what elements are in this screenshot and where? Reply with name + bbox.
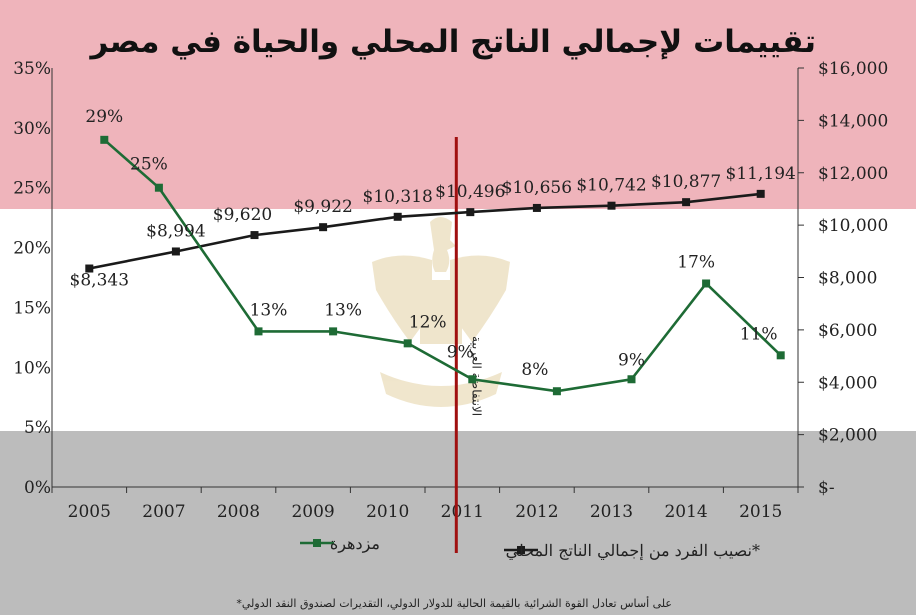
legend-gdp-label: نصيب الفرد من إجمالي الناتج المحلي* (506, 541, 760, 560)
gdp-per-capita-line (89, 192, 761, 270)
gdp-point (682, 198, 691, 207)
right-tick-label: $16,000 (818, 59, 888, 79)
left-tick-label: 5% (24, 418, 51, 438)
axes: 0% 5% 10% 15% 20% 25% 30% 35% $- $2,000 $4,000 $6,0… (13, 59, 888, 522)
prosperity-data-label: 12% (409, 312, 447, 332)
gdp-point (607, 201, 616, 210)
gdp-data-label: $9,620 (213, 205, 272, 225)
gdp-point (171, 247, 180, 256)
legend-prosperity-label: مزدهرة (330, 534, 380, 553)
x-tick-label: 2012 (515, 502, 558, 522)
prosperity-point (154, 183, 163, 192)
right-tick-label: $2,000 (818, 426, 877, 446)
gdp-point (756, 189, 765, 198)
x-tick-label: 2005 (68, 502, 111, 522)
flag-band-3 (0, 431, 916, 615)
prosperity-line (103, 138, 782, 393)
x-tick-label: 2007 (142, 502, 185, 522)
prosperity-point (776, 351, 785, 360)
gdp-point (393, 212, 402, 221)
x-tick-label: 2014 (664, 502, 707, 522)
gdp-data-label: $10,318 (363, 187, 433, 207)
flag-band-1 (0, 0, 916, 209)
gdp-point (85, 264, 94, 273)
right-tick-label: $14,000 (818, 111, 888, 131)
gdp-point (250, 231, 259, 240)
x-tick-label: 2011 (441, 502, 484, 522)
left-tick-label: 25% (13, 179, 51, 199)
right-tick-label: $10,000 (818, 216, 888, 236)
prosperity-point (254, 327, 263, 336)
left-tick-label: 30% (13, 119, 51, 139)
legend: مزدهرة نصيب الفرد من إجمالي الناتج المحلي… (300, 534, 760, 560)
x-tick-label: 2013 (590, 502, 633, 522)
arab-spring-line (454, 137, 458, 553)
prosperity-point (403, 339, 412, 348)
prosperity-data-label: 11% (740, 324, 778, 344)
gdp-data-label: $10,877 (651, 172, 721, 192)
right-tick-label: $4,000 (818, 373, 877, 393)
prosperity-data-label: 13% (324, 300, 362, 320)
prosperity-point (702, 279, 711, 288)
gdp-data-label: $8,343 (70, 271, 129, 291)
flag-band-2 (0, 209, 916, 431)
footnote: *على أساس تعادل القوة الشرائية بالقيمة ا… (236, 596, 672, 610)
gdp-point (532, 203, 541, 212)
x-tick-label: 2010 (366, 502, 409, 522)
left-tick-label: 0% (24, 478, 51, 498)
prosperity-data-label: 25% (130, 155, 168, 175)
gdp-data-label: $10,742 (576, 176, 646, 196)
x-tick-label: 2008 (217, 502, 260, 522)
prosperity-data-label: 9% (447, 342, 474, 362)
legend-gdp-marker (517, 546, 525, 554)
right-tick-label: $8,000 (818, 269, 877, 289)
left-tick-label: 20% (13, 239, 51, 259)
prosperity-point (329, 327, 338, 336)
prosperity-point (468, 375, 477, 384)
gdp-data-label: $8,994 (146, 221, 205, 241)
series-layer (85, 135, 785, 396)
left-tick-label: 35% (13, 59, 51, 79)
chart-title: تقييمات لإجمالي الناتج المحلي والحياة في… (88, 24, 816, 60)
prosperity-data-label: 9% (618, 350, 645, 370)
eagle-emblem-watermark (372, 217, 510, 407)
right-tick-label: $12,000 (818, 164, 888, 184)
legend-prosperity-marker (313, 539, 321, 547)
prosperity-data-label: 29% (85, 107, 123, 127)
gdp-data-label: $10,656 (502, 178, 572, 198)
prosperity-data-label: 17% (677, 252, 715, 272)
prosperity-point (552, 387, 561, 396)
gdp-data-label: $9,922 (293, 197, 352, 217)
prosperity-data-label: 13% (250, 300, 288, 320)
gdp-point (466, 208, 475, 217)
left-tick-label: 10% (13, 358, 51, 378)
prosperity-point (627, 375, 636, 384)
x-tick-label: 2009 (291, 502, 334, 522)
prosperity-data-label: 8% (521, 360, 548, 380)
data-labels: $8,343$8,994$9,620 $9,922$10,318 $10,496$1… (70, 107, 796, 380)
gdp-data-label: $11,194 (726, 164, 796, 184)
x-tick-label: 2015 (739, 502, 782, 522)
left-tick-label: 15% (13, 298, 51, 318)
gdp-point (319, 223, 328, 232)
prosperity-point (100, 135, 109, 144)
right-tick-label: $- (818, 478, 835, 498)
right-tick-label: $6,000 (818, 321, 877, 341)
gdp-data-label: $10,496 (435, 182, 505, 202)
